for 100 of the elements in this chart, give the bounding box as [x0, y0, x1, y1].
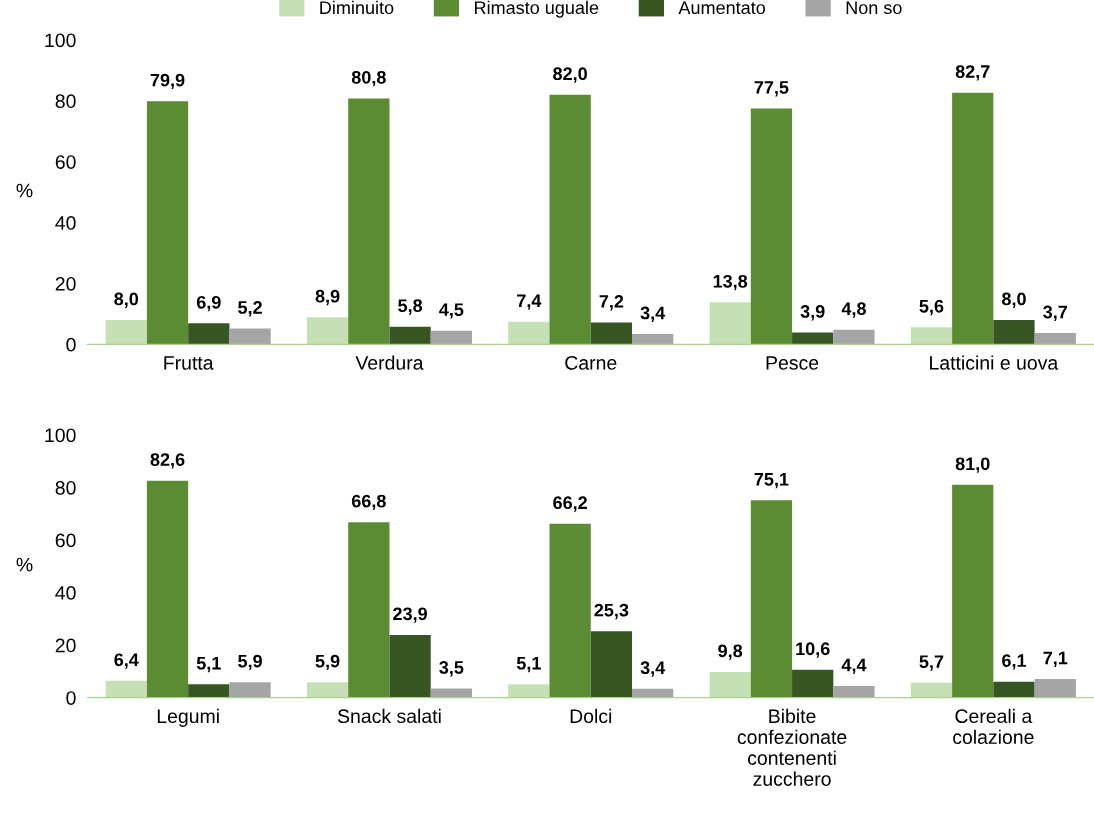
- data-label: 8,0: [1002, 292, 1026, 308]
- data-label: 9,8: [718, 644, 743, 660]
- data-label: 8,9: [315, 289, 340, 306]
- x-tick-label: Verdura: [355, 355, 424, 370]
- x-tick-label: Pesce: [766, 356, 819, 370]
- y-tick-label: 80: [55, 94, 76, 109]
- bar: [549, 94, 591, 345]
- y-tick-label: 60: [55, 155, 76, 169]
- data-label: 13,8: [713, 274, 748, 291]
- data-label: 7,1: [1043, 651, 1068, 667]
- bar: [750, 108, 793, 345]
- bar: [750, 500, 793, 698]
- legend-label: Aumentato: [678, 1, 765, 15]
- y-axis-title: %: [16, 183, 33, 198]
- x-tick-label: Frutta: [164, 356, 214, 370]
- data-label: 81,0: [955, 457, 990, 473]
- data-label: 66,2: [553, 496, 587, 512]
- bar: [590, 322, 633, 345]
- bar: [348, 522, 390, 698]
- bar: [709, 671, 751, 698]
- data-label: 23,9: [393, 607, 427, 623]
- bar: [306, 682, 349, 698]
- bar: [188, 323, 230, 345]
- x-tick-label: Snack salati: [337, 708, 441, 724]
- bar: [389, 634, 431, 698]
- data-label: 6,4: [114, 653, 139, 669]
- bar: [833, 686, 875, 698]
- legend-label: Non so: [846, 1, 902, 15]
- data-label: 5,9: [315, 654, 340, 671]
- bar: [430, 688, 472, 698]
- bar: [590, 631, 633, 698]
- bar: [993, 320, 1035, 345]
- data-label: 5,6: [919, 299, 944, 316]
- bar: [146, 480, 189, 698]
- bar: [910, 682, 953, 698]
- y-tick-label: 0: [66, 337, 76, 352]
- data-label: 8,0: [114, 292, 139, 308]
- bar: [306, 317, 349, 345]
- data-label: 75,1: [754, 473, 789, 489]
- data-label: 80,8: [351, 70, 386, 87]
- data-label: 82,0: [553, 67, 587, 83]
- y-tick-label: 40: [55, 216, 76, 230]
- x-tick-label: Carne: [565, 355, 617, 370]
- data-label: 5,9: [238, 654, 262, 671]
- data-label: 3,7: [1043, 305, 1068, 322]
- bar: [508, 684, 550, 698]
- bar: [348, 98, 390, 345]
- data-label: 4,8: [841, 302, 866, 318]
- bar: [993, 681, 1035, 698]
- bar: [549, 523, 591, 698]
- data-label: 5,2: [238, 301, 262, 317]
- bar: [952, 92, 994, 345]
- bar: [105, 320, 147, 345]
- data-label: 25,3: [594, 603, 629, 620]
- bar: [146, 101, 189, 345]
- data-label: 3,5: [439, 661, 464, 677]
- data-label: 5,1: [196, 657, 221, 673]
- y-tick-label: 60: [55, 533, 76, 548]
- bar: [105, 680, 147, 698]
- bar: [910, 327, 953, 345]
- bar: [188, 684, 230, 698]
- data-label: 4,4: [841, 658, 867, 675]
- bar: [833, 329, 875, 345]
- data-label: 3,4: [640, 306, 666, 322]
- x-tick-label: Legumi: [157, 708, 219, 727]
- data-label: 66,8: [351, 494, 386, 511]
- y-tick-label: 20: [55, 638, 76, 653]
- data-label: 77,5: [754, 81, 789, 97]
- bar: [709, 302, 751, 345]
- data-label: 4,5: [439, 303, 464, 319]
- bar: [792, 332, 834, 345]
- data-label: 5,7: [919, 655, 944, 671]
- bar: [389, 326, 431, 345]
- data-label: 10,6: [796, 642, 830, 658]
- data-label: 3,9: [800, 305, 825, 321]
- bar: [229, 682, 271, 698]
- y-tick-label: 20: [55, 276, 76, 291]
- bar: [1034, 679, 1076, 698]
- bar: [430, 330, 472, 345]
- data-label: 5,8: [398, 299, 423, 315]
- data-label: 5,1: [516, 657, 541, 673]
- x-tick-label: Bibite confezionate contenenti zucchero: [737, 708, 847, 786]
- legend-label: Diminuito: [320, 0, 394, 15]
- y-axis-title: %: [16, 557, 33, 572]
- x-tick-label: Cereali a colazione: [953, 708, 1034, 745]
- data-label: 82,6: [150, 453, 185, 469]
- data-label: 79,9: [150, 73, 185, 90]
- bar: [229, 328, 271, 345]
- y-tick-label: 80: [55, 480, 76, 495]
- data-label: 3,4: [640, 661, 666, 677]
- bar: [632, 334, 674, 345]
- bar: [508, 321, 550, 345]
- bar: [1034, 333, 1076, 345]
- y-tick-label: 0: [66, 691, 76, 705]
- data-label: 82,7: [955, 65, 990, 81]
- bar: [952, 484, 994, 698]
- x-tick-label: Latticini e uova: [930, 355, 1059, 370]
- data-label: 7,2: [599, 294, 624, 311]
- legend-label: Rimasto uguale: [475, 0, 599, 18]
- y-tick-label: 100: [45, 428, 76, 443]
